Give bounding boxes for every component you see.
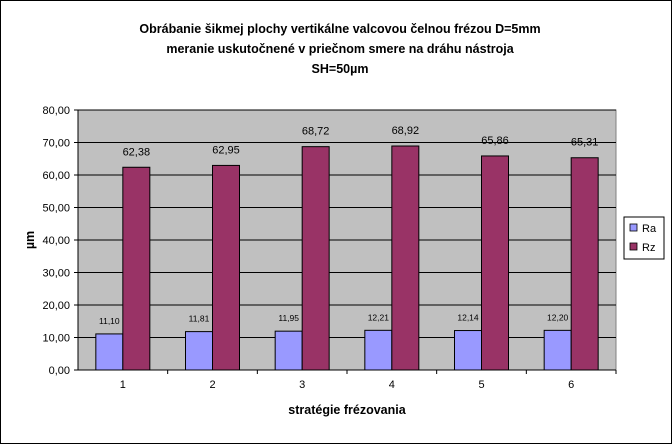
- chart-title-line-3: SH=50µm: [312, 62, 369, 76]
- y-axis-tick-labels: 0,00 10,00 20,00 30,00 40,00 50,00 60,00 70,00 8…: [42, 105, 70, 377]
- x-tick-label: 4: [389, 379, 395, 391]
- x-tick-label: 6: [568, 379, 574, 391]
- data-label-rz: 68,72: [302, 126, 330, 138]
- bar-rz: [481, 155, 509, 371]
- y-tick-label: 0,00: [49, 365, 70, 377]
- bar-rz: [301, 146, 330, 371]
- bar-rz: [212, 164, 240, 371]
- y-tick-label: 40,00: [42, 235, 70, 247]
- data-label-rz: 62,38: [123, 146, 151, 158]
- y-tick-label: 10,00: [42, 333, 70, 345]
- chart-title: Obrábanie šikmej plochy vertikálne valco…: [139, 22, 540, 76]
- x-axis-tick-labels: 1 2 3 4 5 6: [120, 379, 574, 391]
- data-label-rz: 65,31: [571, 137, 599, 149]
- legend-label-rz: Rz: [642, 242, 655, 254]
- legend-swatch-ra: [629, 223, 638, 232]
- chart-title-line-2: meranie uskutočnené v priečnom smere na …: [166, 42, 514, 56]
- data-label-ra: 12,14: [457, 313, 479, 323]
- y-tick-label: 60,00: [42, 170, 70, 182]
- bar-ra: [454, 330, 482, 371]
- x-tick-label: 1: [120, 379, 126, 391]
- data-label-rz: 65,86: [481, 135, 509, 147]
- data-label-ra: 11,10: [99, 316, 120, 326]
- x-tick-label: 3: [299, 379, 305, 391]
- x-axis-title: stratégie frézovania: [288, 403, 406, 417]
- y-tick-label: 30,00: [42, 268, 70, 280]
- bar-ra: [364, 329, 393, 371]
- y-tick-label: 50,00: [42, 203, 70, 215]
- x-tick-label: 5: [478, 379, 484, 391]
- y-tick-label: 70,00: [42, 138, 70, 150]
- y-tick-label: 20,00: [42, 300, 70, 312]
- data-label-rz: 68,92: [392, 125, 420, 137]
- bar-ra: [95, 333, 124, 371]
- data-labels: 11,10 62,38 11,81 62,95 11,95 68,72 12,21 68,92…: [99, 125, 598, 326]
- legend-label-ra: Ra: [642, 223, 657, 235]
- data-label-ra: 12,21: [368, 312, 390, 322]
- bar-ra: [185, 331, 213, 371]
- chart-title-line-1: Obrábanie šikmej plochy vertikálne valco…: [139, 22, 540, 36]
- data-label-ra: 11,81: [189, 314, 210, 324]
- bars: [95, 145, 599, 371]
- y-axis-title: µm: [23, 231, 37, 249]
- data-label-ra: 11,95: [278, 313, 299, 323]
- data-label-ra: 12,20: [547, 312, 569, 322]
- axes: [74, 109, 617, 374]
- legend-swatch-rz: [629, 242, 638, 251]
- legend: Ra Rz: [623, 216, 665, 260]
- bar-rz: [122, 166, 151, 371]
- bar-rz: [570, 157, 599, 371]
- bar-ra: [543, 329, 572, 371]
- bar-rz: [391, 145, 420, 371]
- bar-ra: [274, 330, 303, 371]
- x-tick-label: 2: [209, 379, 215, 391]
- data-label-rz: 62,95: [212, 144, 240, 156]
- grid-lines: [78, 109, 616, 338]
- y-tick-label: 80,00: [42, 105, 70, 117]
